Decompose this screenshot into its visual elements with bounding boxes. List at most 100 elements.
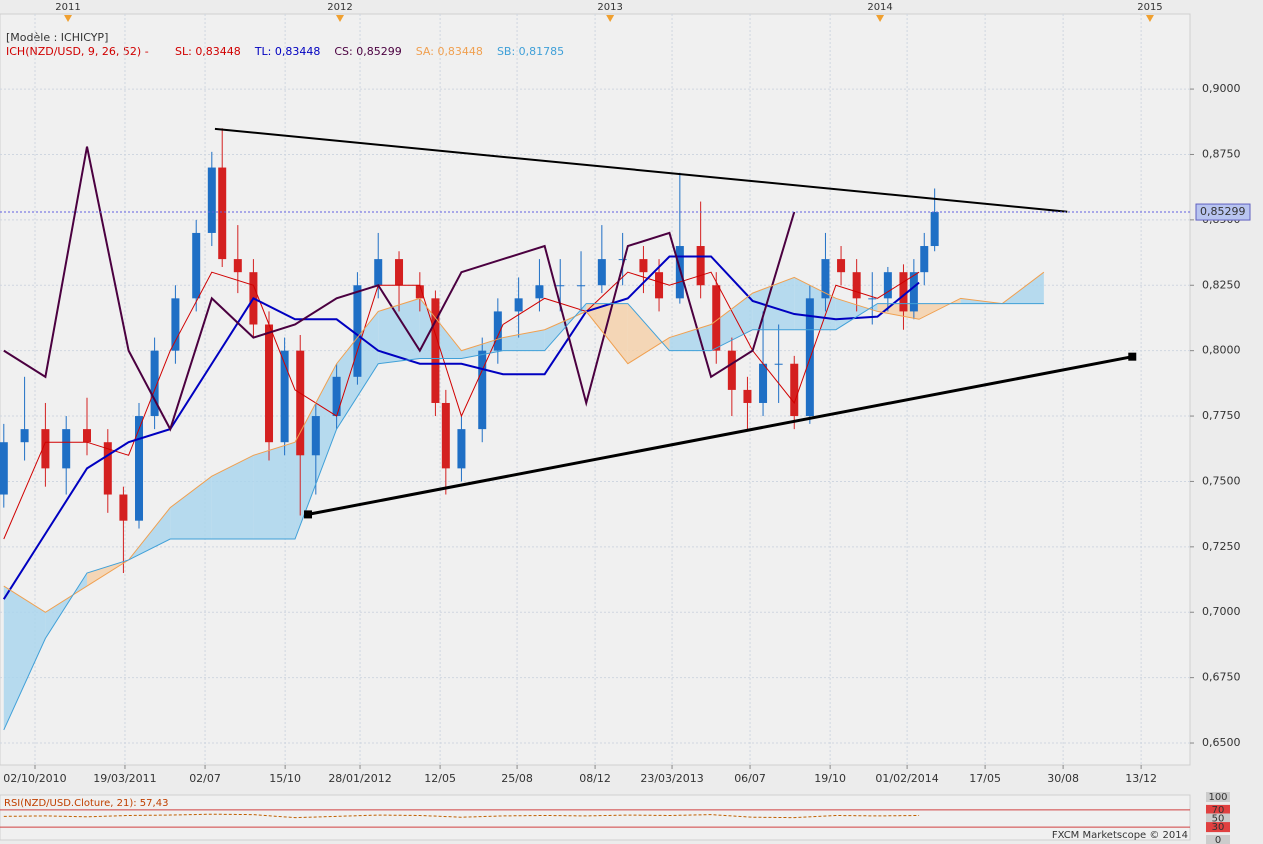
candle-body [639,259,648,273]
y-tick-label: 0,7500 [1202,474,1241,487]
cloud [253,442,296,539]
trendline [307,355,1133,516]
x-tick-label: 19/10 [814,772,846,785]
year-label: 2011 [55,2,80,13]
legend-entry: SB: 0,81785 [497,45,564,58]
candle-body [192,232,201,299]
legend-entry: CS: 0,85299 [334,45,401,58]
rsi-tick-label: 0 [1215,835,1221,844]
indicator-line [3,271,1045,613]
candle-body [441,402,450,469]
cloud [794,277,836,330]
cloud [711,293,753,351]
cloud [627,303,670,364]
cloud [503,329,545,351]
candle-body [41,429,50,469]
year-label: 2012 [327,2,352,13]
candle-body [821,259,830,299]
y-tick-label: 0,8250 [1202,278,1241,291]
y-tick-label: 0,7000 [1202,605,1241,618]
candle-body [135,416,144,521]
rsi-label: RSI(NZD/USD.Cloture, 21): 57,43 [4,798,168,809]
candle-body [930,212,939,247]
candle-body [20,429,29,443]
trend-marker [304,510,313,519]
candle-body [296,350,305,456]
rsi-tick-label: 100 [1208,792,1227,803]
year-marker [336,15,344,22]
candle-body [535,285,544,299]
candle-body [868,298,877,300]
candle-body [852,272,861,299]
candle-body [556,285,565,287]
indicator-label: ICH(NZD/USD, 9, 26, 52) - [6,45,149,58]
x-tick-label: 12/05 [424,772,456,785]
candle-body [280,350,289,443]
candle-body [233,259,242,273]
x-tick-label: 17/05 [969,772,1001,785]
cloud [378,298,420,364]
last-price-box [1195,203,1251,221]
candle-body [332,376,341,417]
rsi-line [3,813,920,819]
candle-body [597,259,606,286]
candle-body [62,429,71,469]
x-tick-label: 13/12 [1125,772,1157,785]
x-tick-label: 15/10 [269,772,301,785]
y-tick-label: 0,7750 [1202,409,1241,422]
footer: FXCM Marketscope © 2014 [1052,830,1188,841]
x-tick-label: 28/01/2012 [328,772,391,785]
candle-body [0,442,8,495]
rsi-tick-label: 30 [1212,822,1225,833]
candle-body [514,298,523,312]
indicator-line [3,146,796,432]
x-tick-label: 25/08 [501,772,533,785]
candle-body [218,167,227,260]
trendline [214,127,1068,213]
x-tick-label: 23/03/2013 [640,772,703,785]
legend-entry: TL: 0,83448 [254,45,321,58]
candle-body [457,429,466,469]
last-price-label: 0,85299 [1200,205,1246,218]
year-marker [876,15,885,22]
candle-body [374,259,383,286]
candle-body [899,272,908,312]
candle-body [712,285,721,351]
candle-body [395,259,404,286]
candle-body [493,311,502,351]
rsi-tick-bg [1206,822,1230,833]
y-tick-label: 0,6750 [1202,671,1241,684]
cloud [211,455,254,539]
candle-body [790,363,799,417]
candle-body [655,272,664,299]
candle-body [478,350,487,430]
candle-body [119,494,128,521]
year-label: 2014 [867,2,892,13]
cloud [3,586,46,730]
rsi-pane [0,794,1191,841]
candle-body [837,259,846,273]
candle-body [103,442,112,495]
y-tick-label: 0,7250 [1202,540,1241,553]
year-marker [64,15,73,22]
year-label: 2013 [597,2,622,13]
candle-body [431,298,440,403]
candle-body [618,259,627,261]
candle-body [743,389,752,403]
rsi-tick-bg [1206,804,1230,815]
candle-body [774,363,783,365]
rsi-tick-bg [1206,835,1230,844]
trend-marker [1128,352,1137,361]
candle-body [265,324,274,443]
y-tick-label: 0,6500 [1202,736,1241,749]
candle-body [415,285,424,299]
rsi-tick-label: 50 [1212,814,1225,825]
candle-body [759,363,768,403]
legend-entry: SL: 0,83448 [175,45,241,58]
candle-body [920,246,929,273]
candle-body [805,298,814,417]
rsi-tick-bg [1206,792,1230,802]
y-tick-label: 0,8750 [1202,147,1241,160]
cloud [586,303,628,364]
